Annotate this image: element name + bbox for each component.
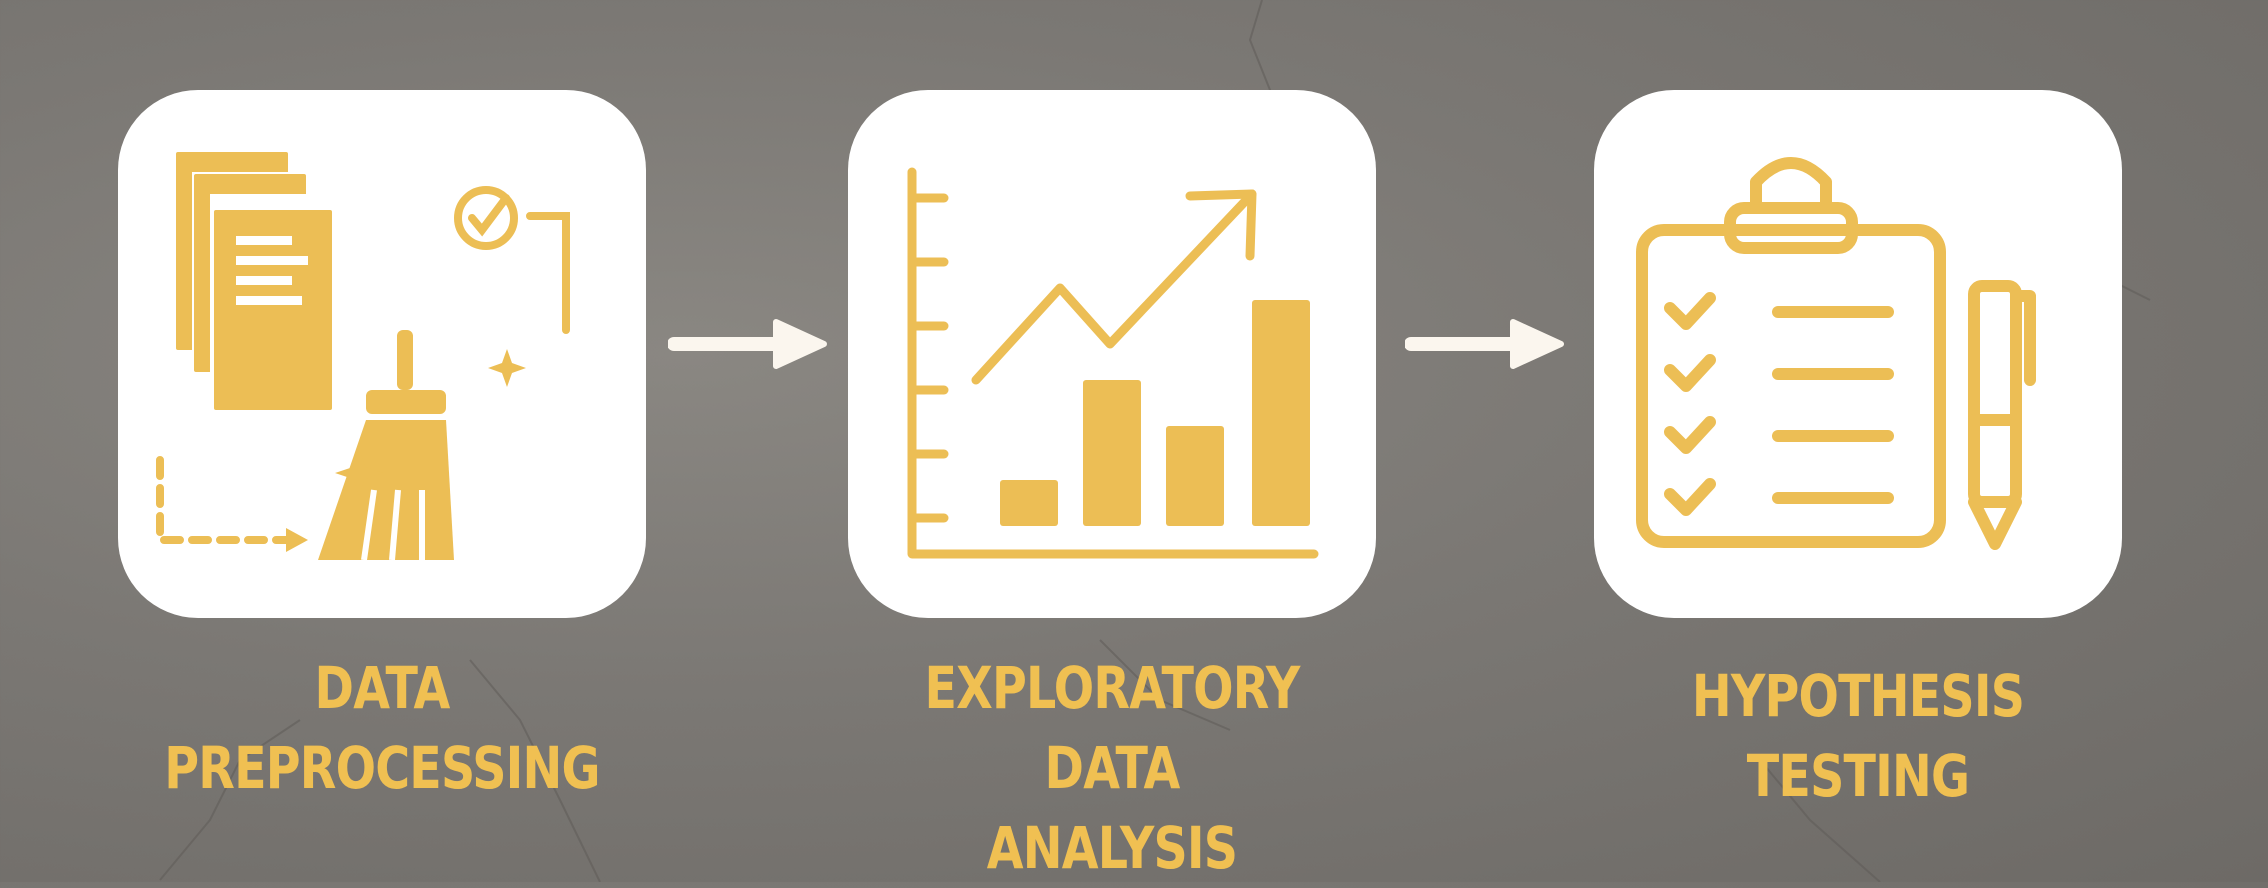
clipboard-checklist-icon (1636, 157, 2036, 550)
data-cleaning-icon (156, 152, 570, 561)
step-label-line: TESTING (1746, 742, 1970, 810)
right-arrow-icon (1405, 319, 1564, 369)
growth-chart-icon (907, 167, 1319, 559)
step-card-data-preprocessing (118, 90, 646, 618)
step-label-line: ANALYSIS (986, 814, 1238, 882)
step-label-line: EXPLORATORY DATA (924, 654, 1300, 802)
step-card-hypothesis-testing (1594, 90, 2122, 618)
step-label-line: HYPOTHESIS (1691, 662, 2025, 730)
step-card-exploratory-data-analysis (848, 90, 1376, 618)
right-arrow-icon (668, 319, 827, 369)
step-label-hypothesis-testing: HYPOTHESIS TESTING (1596, 656, 2121, 816)
step-label-line: PREPROCESSING (164, 734, 600, 802)
step-label-data-preprocessing: DATA PREPROCESSING (120, 648, 645, 808)
step-label-line: DATA (314, 654, 451, 722)
step-label-exploratory-data-analysis: EXPLORATORY DATA ANALYSIS (850, 648, 1375, 888)
